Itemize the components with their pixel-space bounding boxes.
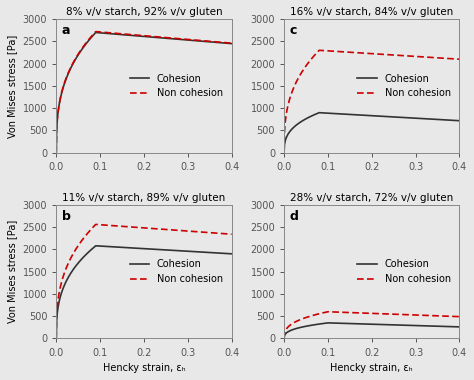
- Non cohesion: [198, 230, 203, 234]
- Cohesion: [425, 117, 431, 121]
- Cohesion: [366, 322, 372, 326]
- Non cohesion: [149, 34, 155, 39]
- Cohesion: [137, 246, 143, 251]
- Non cohesion: [453, 57, 458, 61]
- Title: 11% v/v starch, 89% v/v gluten: 11% v/v starch, 89% v/v gluten: [62, 193, 226, 203]
- Cohesion: [158, 247, 164, 252]
- Non cohesion: [138, 33, 144, 38]
- Legend: Cohesion, Non cohesion: Cohesion, Non cohesion: [354, 70, 455, 102]
- Cohesion: [93, 30, 99, 35]
- Non cohesion: [317, 48, 322, 52]
- Non cohesion: [281, 150, 287, 155]
- Cohesion: [137, 34, 143, 38]
- Cohesion: [225, 41, 230, 46]
- Cohesion: [138, 246, 144, 251]
- Line: Non cohesion: Non cohesion: [284, 312, 459, 339]
- Cohesion: [366, 113, 372, 118]
- Non cohesion: [225, 232, 230, 236]
- Non cohesion: [366, 51, 372, 56]
- Line: Non cohesion: Non cohesion: [56, 225, 232, 339]
- Non cohesion: [425, 55, 431, 60]
- X-axis label: Hencky strain, εₕ: Hencky strain, εₕ: [330, 363, 413, 373]
- Title: 16% v/v starch, 84% v/v gluten: 16% v/v starch, 84% v/v gluten: [290, 7, 454, 17]
- Cohesion: [281, 336, 287, 341]
- X-axis label: Hencky strain, εₕ: Hencky strain, εₕ: [103, 363, 185, 373]
- Cohesion: [376, 322, 382, 327]
- Non cohesion: [158, 227, 164, 231]
- Text: c: c: [289, 24, 297, 38]
- Title: 28% v/v starch, 72% v/v gluten: 28% v/v starch, 72% v/v gluten: [290, 193, 454, 203]
- Cohesion: [425, 324, 431, 328]
- Non cohesion: [386, 52, 392, 57]
- Non cohesion: [376, 52, 382, 56]
- Cohesion: [365, 322, 371, 326]
- Non cohesion: [137, 33, 143, 38]
- Cohesion: [158, 36, 164, 40]
- Cohesion: [386, 323, 392, 327]
- Y-axis label: Von Mises stress [Pa]: Von Mises stress [Pa]: [7, 34, 17, 138]
- Cohesion: [453, 118, 458, 123]
- Y-axis label: Von Mises stress [Pa]: Von Mises stress [Pa]: [7, 220, 17, 323]
- Non cohesion: [93, 222, 99, 227]
- Cohesion: [54, 150, 59, 155]
- Cohesion: [149, 35, 155, 39]
- Cohesion: [93, 244, 99, 248]
- Non cohesion: [198, 38, 203, 43]
- Line: Cohesion: Cohesion: [284, 113, 459, 153]
- Non cohesion: [54, 150, 59, 155]
- Non cohesion: [281, 336, 287, 341]
- Cohesion: [453, 325, 458, 329]
- Cohesion: [54, 336, 59, 341]
- Cohesion: [229, 252, 235, 256]
- Line: Non cohesion: Non cohesion: [284, 50, 459, 153]
- Non cohesion: [453, 314, 458, 319]
- Legend: Cohesion, Non cohesion: Cohesion, Non cohesion: [126, 255, 227, 288]
- Line: Non cohesion: Non cohesion: [56, 32, 232, 153]
- Legend: Cohesion, Non cohesion: Cohesion, Non cohesion: [354, 255, 455, 288]
- Title: 8% v/v starch, 92% v/v gluten: 8% v/v starch, 92% v/v gluten: [65, 7, 222, 17]
- Text: a: a: [62, 24, 70, 38]
- Non cohesion: [54, 336, 59, 341]
- Non cohesion: [386, 312, 392, 316]
- Cohesion: [198, 250, 203, 254]
- Non cohesion: [229, 232, 235, 236]
- Non cohesion: [376, 311, 382, 316]
- Non cohesion: [456, 57, 462, 62]
- Line: Cohesion: Cohesion: [56, 33, 232, 153]
- Non cohesion: [229, 41, 235, 46]
- Non cohesion: [93, 29, 99, 34]
- Non cohesion: [158, 35, 164, 40]
- Cohesion: [138, 34, 144, 38]
- Non cohesion: [137, 225, 143, 230]
- Cohesion: [149, 247, 155, 251]
- Non cohesion: [138, 225, 144, 230]
- Cohesion: [456, 119, 462, 123]
- Non cohesion: [149, 226, 155, 231]
- Cohesion: [317, 111, 322, 115]
- Text: b: b: [62, 210, 71, 223]
- Non cohesion: [365, 51, 371, 55]
- Line: Cohesion: Cohesion: [56, 246, 232, 339]
- Non cohesion: [456, 314, 462, 319]
- Non cohesion: [425, 313, 431, 318]
- Cohesion: [198, 39, 203, 43]
- Non cohesion: [325, 309, 331, 314]
- Cohesion: [386, 114, 392, 119]
- Cohesion: [229, 41, 235, 46]
- Cohesion: [225, 251, 230, 256]
- Legend: Cohesion, Non cohesion: Cohesion, Non cohesion: [126, 70, 227, 102]
- Line: Cohesion: Cohesion: [284, 323, 459, 339]
- Cohesion: [376, 114, 382, 119]
- Cohesion: [456, 325, 462, 329]
- Cohesion: [325, 321, 331, 325]
- Cohesion: [365, 113, 371, 118]
- Non cohesion: [365, 311, 371, 315]
- Text: d: d: [289, 210, 298, 223]
- Non cohesion: [366, 311, 372, 315]
- Cohesion: [281, 150, 287, 155]
- Non cohesion: [225, 41, 230, 45]
